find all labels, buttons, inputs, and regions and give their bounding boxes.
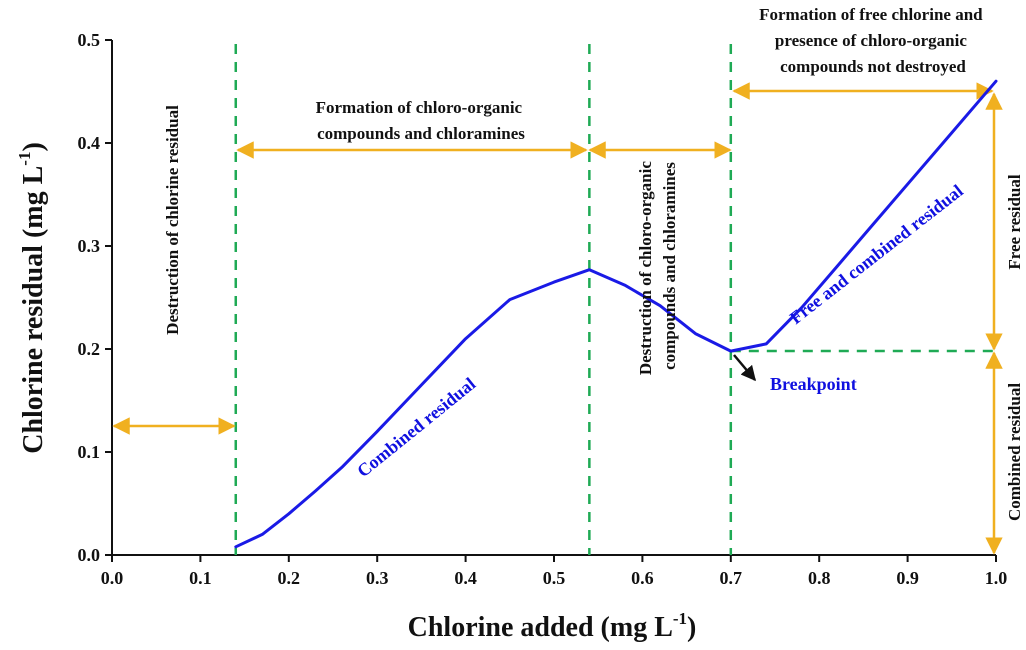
x-tick-label: 0.8 [808, 568, 831, 588]
phase-divider-lines [234, 44, 733, 555]
x-tick-label: 0.0 [101, 568, 124, 588]
label-breakpoint: Breakpoint [770, 374, 857, 394]
x-tick-label: 0.4 [454, 568, 477, 588]
label-free-residual: Free residual [1005, 174, 1024, 269]
label-destruction-residual: Destruction of chlorine residual [163, 105, 182, 335]
x-tick-label: 0.9 [896, 568, 919, 588]
x-ticks: 0.0 0.1 0.2 0.3 0.4 0.5 0.6 0.7 0.8 0.9 1.0 [101, 555, 1008, 588]
label-destruction-compounds: Destruction of chloro-organic compounds … [636, 157, 679, 375]
x-tick-label: 0.5 [543, 568, 566, 588]
x-tick-label: 0.2 [278, 568, 301, 588]
y-tick-label: 0.0 [78, 545, 101, 565]
y-axis-title: Chlorine residual (mg L-1) [15, 142, 49, 454]
x-tick-label: 0.6 [631, 568, 654, 588]
y-tick-label: 0.1 [78, 442, 101, 462]
x-tick-label: 0.7 [720, 568, 743, 588]
label-formation: Formation of chloro-organic compounds an… [316, 98, 527, 143]
plot-area [111, 40, 996, 556]
y-ticks: 0.0 0.1 0.2 0.3 0.4 0.5 [78, 30, 112, 565]
label-free-formation: Formation of free chlorine and presence … [759, 5, 987, 76]
y-tick-label: 0.5 [78, 30, 101, 50]
chlorine-residual-curve [234, 79, 998, 549]
label-combined-residual-side: Combined residual [1005, 383, 1024, 521]
x-tick-label: 0.1 [189, 568, 212, 588]
x-tick-label: 0.3 [366, 568, 389, 588]
x-axis-title: Chlorine added (mg L-1) [408, 609, 697, 643]
label-free-and-combined: Free and combined residual [786, 181, 967, 328]
breakpoint-arrow [733, 354, 756, 382]
y-tick-label: 0.3 [78, 236, 101, 256]
y-tick-label: 0.4 [78, 133, 101, 153]
x-tick-label: 1.0 [985, 568, 1008, 588]
y-tick-label: 0.2 [78, 339, 101, 359]
